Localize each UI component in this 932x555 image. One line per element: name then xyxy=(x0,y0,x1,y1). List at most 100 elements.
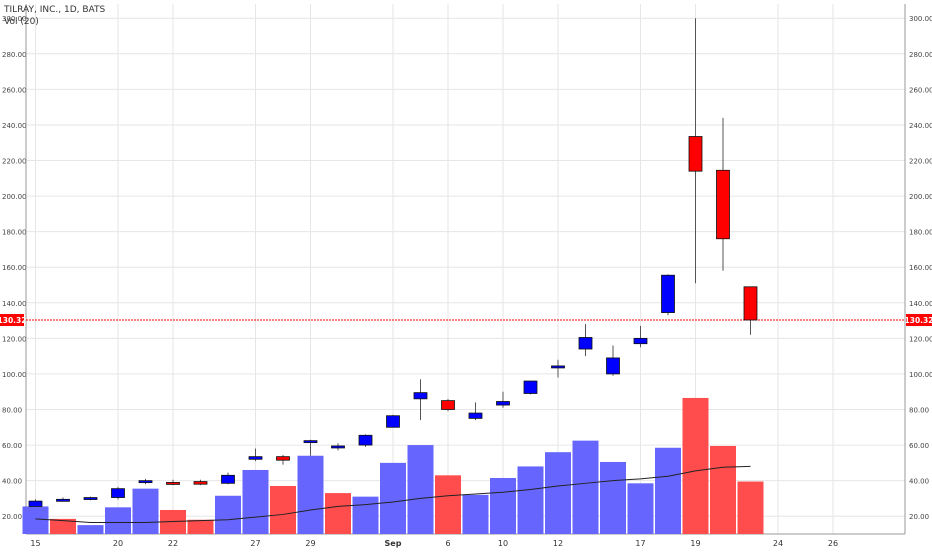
y-tick-label-left: 300.00 xyxy=(2,15,27,23)
volume-bar xyxy=(352,496,379,534)
volume-bar xyxy=(325,493,351,534)
y-tick-label-left: 60.00 xyxy=(2,442,22,450)
candle-body xyxy=(523,380,538,394)
candle-body xyxy=(248,456,263,460)
candle-body xyxy=(606,357,620,375)
candle-body xyxy=(358,434,373,446)
volume-bar xyxy=(710,445,736,534)
candle-body xyxy=(633,337,648,345)
candle-body xyxy=(166,482,180,485)
volume-bar xyxy=(600,461,626,534)
volume-bar xyxy=(517,466,544,534)
x-tick-label: 15 xyxy=(30,539,40,548)
candle-body xyxy=(56,498,70,502)
y-tick-label-left: 220.00 xyxy=(2,158,27,166)
x-tick-label: 12 xyxy=(553,539,563,548)
y-tick-label-left: 160.00 xyxy=(2,264,27,272)
candle-body xyxy=(83,497,98,500)
x-tick-label: 6 xyxy=(445,539,450,548)
volume-bar xyxy=(380,462,406,534)
volume-bar xyxy=(132,488,159,534)
x-tick-label: 24 xyxy=(773,539,783,548)
y-tick-label-left: 140.00 xyxy=(2,300,27,308)
y-tick-label-right: 260.00 xyxy=(909,86,932,94)
volume-bar xyxy=(270,485,296,534)
x-tick-label: 26 xyxy=(828,539,838,548)
volume-bar xyxy=(655,447,681,534)
volume-bar xyxy=(50,518,76,534)
volume-bar xyxy=(77,525,104,534)
y-tick-label-right: 100.00 xyxy=(909,371,932,379)
x-tick-label: 29 xyxy=(305,539,315,548)
volume-bar xyxy=(462,494,489,534)
y-tick-label-right: 200.00 xyxy=(909,193,932,201)
volume-bar xyxy=(435,475,461,534)
y-tick-label-right: 180.00 xyxy=(909,229,932,237)
volume-bar xyxy=(572,440,599,534)
x-tick-label: 19 xyxy=(690,539,700,548)
last-price-label: 130.32 xyxy=(905,316,932,325)
y-tick-label-right: 120.00 xyxy=(909,335,932,343)
volume-bar xyxy=(242,469,269,534)
y-tick-label-right: 220.00 xyxy=(909,158,932,166)
y-tick-label-right: 300.00 xyxy=(909,15,932,23)
candle-body xyxy=(468,412,483,419)
volume-bar xyxy=(627,483,654,534)
volume-ma-line xyxy=(35,465,751,523)
candle-body xyxy=(716,169,730,240)
last-price-badge-right xyxy=(906,314,932,327)
y-tick-label-left: 120.00 xyxy=(2,335,27,343)
candle-body xyxy=(386,415,400,428)
candle-body xyxy=(578,337,593,350)
y-tick-label-left: 100.00 xyxy=(2,371,27,379)
candle-body xyxy=(111,488,125,498)
volume-bar xyxy=(22,506,49,534)
y-tick-label-right: 20.00 xyxy=(909,513,929,521)
y-tick-label-left: 20.00 xyxy=(2,513,22,521)
y-tick-label-right: 60.00 xyxy=(909,442,929,450)
y-tick-label-left: 180.00 xyxy=(2,229,27,237)
volume-bar xyxy=(187,519,214,534)
candle-body xyxy=(661,274,675,313)
y-tick-label-left: 80.00 xyxy=(2,407,22,415)
candle-body xyxy=(28,500,43,507)
volume-bar xyxy=(407,445,434,534)
candle-body xyxy=(688,136,703,172)
y-tick-label-right: 240.00 xyxy=(909,122,932,130)
x-tick-label: 10 xyxy=(498,539,508,548)
volume-bar xyxy=(490,477,516,534)
x-tick-label: 22 xyxy=(168,539,178,548)
last-price-badge-left xyxy=(0,314,24,327)
candle-body xyxy=(743,286,758,321)
y-tick-label-right: 40.00 xyxy=(909,478,929,486)
y-tick-label-left: 40.00 xyxy=(2,478,22,486)
y-tick-label-left: 260.00 xyxy=(2,86,27,94)
volume-bar xyxy=(105,507,131,534)
volume-bar xyxy=(215,495,241,534)
candle-body xyxy=(413,392,428,400)
candle-body xyxy=(331,445,345,449)
candle-body xyxy=(303,440,318,444)
volume-bar xyxy=(545,452,571,534)
y-tick-label-left: 240.00 xyxy=(2,122,27,130)
candle-body xyxy=(138,480,153,484)
volume-indicator-label: Vol (20) xyxy=(4,17,39,27)
candle-body xyxy=(496,401,510,406)
candle-body xyxy=(441,400,455,410)
candle-body xyxy=(221,474,235,484)
candle-body xyxy=(193,481,208,485)
last-price-label: 130.32 xyxy=(0,316,26,325)
y-tick-label-left: 200.00 xyxy=(2,193,27,201)
x-tick-label: 27 xyxy=(250,539,260,548)
y-tick-label-right: 140.00 xyxy=(909,300,932,308)
candle-body xyxy=(551,365,565,369)
y-tick-label-right: 160.00 xyxy=(909,264,932,272)
y-tick-label-left: 280.00 xyxy=(2,51,27,59)
volume-bar xyxy=(682,397,709,534)
x-tick-label: 20 xyxy=(113,539,123,548)
volume-bar xyxy=(297,455,324,534)
chart-title: TILRAY, INC., 1D, BATS xyxy=(4,5,106,15)
x-tick-label: 17 xyxy=(635,539,645,548)
